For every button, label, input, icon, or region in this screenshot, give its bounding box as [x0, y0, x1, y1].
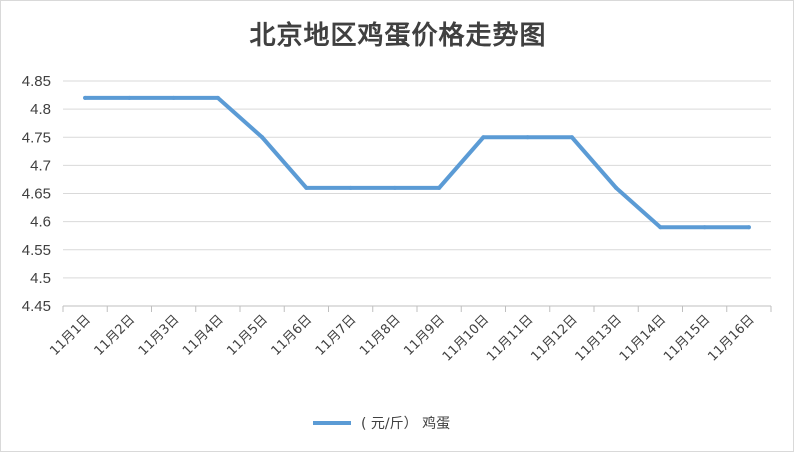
data-point — [437, 185, 442, 190]
x-tick-label: 11月10日 — [440, 312, 492, 364]
series-line — [83, 95, 751, 230]
x-tick-label: 11月15日 — [661, 312, 713, 364]
x-tick-label: 11月11日 — [484, 312, 536, 364]
y-tick-label: 4.6 — [30, 214, 51, 231]
x-tick-label: 11月14日 — [617, 312, 669, 364]
x-tick-label: 11月8日 — [357, 312, 404, 359]
data-point — [260, 135, 265, 140]
data-point — [127, 95, 132, 100]
data-point — [348, 185, 353, 190]
data-point — [746, 225, 751, 230]
y-tick-label: 4.75 — [22, 129, 51, 146]
data-point — [215, 95, 220, 100]
data-point — [481, 135, 486, 140]
x-tick-label: 11月3日 — [136, 312, 183, 359]
x-tick-label: 11月2日 — [92, 312, 139, 359]
y-tick-label: 4.5 — [30, 270, 51, 287]
x-tick-label: 11月5日 — [224, 312, 271, 359]
x-tick-label: 11月6日 — [269, 312, 316, 359]
data-point — [614, 185, 619, 190]
data-point — [392, 185, 397, 190]
legend: ( 元/斤） 鸡蛋 — [313, 414, 450, 432]
y-tick-label: 4.8 — [30, 101, 51, 118]
data-point — [658, 225, 663, 230]
x-tick-label: 11月13日 — [573, 312, 625, 364]
data-point — [525, 135, 530, 140]
y-tick-label: 4.85 — [22, 73, 51, 90]
legend-label: ( 元/斤） 鸡蛋 — [361, 416, 451, 432]
y-tick-label: 4.7 — [30, 157, 51, 174]
data-point — [171, 95, 176, 100]
data-point — [569, 135, 574, 140]
x-tick-label: 11月12日 — [528, 312, 580, 364]
data-point — [83, 95, 88, 100]
y-tick-label: 4.65 — [22, 186, 51, 203]
x-tick-label: 11月1日 — [47, 312, 94, 359]
y-tick-label: 4.55 — [22, 242, 51, 259]
x-tick-label: 11月4日 — [180, 312, 227, 359]
data-point — [304, 185, 309, 190]
data-point — [702, 225, 707, 230]
x-tick-label: 11月16日 — [705, 312, 757, 364]
x-tick-label: 11月7日 — [313, 312, 360, 359]
chart-title: 北京地区鸡蛋价格走势图 — [249, 21, 547, 51]
y-tick-label: 4.45 — [22, 298, 51, 315]
legend-swatch — [313, 421, 351, 425]
